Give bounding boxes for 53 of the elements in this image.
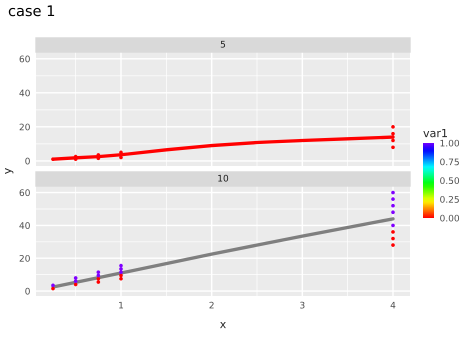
x-tick-label: 3 bbox=[300, 302, 304, 309]
color-bar-label: 0.75 bbox=[440, 158, 459, 166]
chart-title: case 1 bbox=[8, 5, 54, 16]
y-tick-label: 40 bbox=[19, 222, 30, 229]
point bbox=[391, 138, 395, 142]
point bbox=[119, 267, 123, 271]
point bbox=[96, 274, 100, 278]
point bbox=[96, 280, 100, 284]
point bbox=[391, 236, 395, 240]
y-tick-label: 20 bbox=[20, 254, 30, 262]
x-tick-label: 4 bbox=[390, 302, 396, 308]
point bbox=[391, 197, 395, 201]
y-tick-label: 0 bbox=[25, 288, 30, 295]
point bbox=[74, 279, 78, 284]
point bbox=[391, 210, 395, 214]
color-bar-label: 0.25 bbox=[440, 196, 459, 203]
point bbox=[96, 270, 100, 274]
point bbox=[119, 270, 123, 274]
point bbox=[74, 282, 78, 286]
y-tick-label: 20 bbox=[20, 124, 30, 130]
x-tick-label: 2 bbox=[209, 302, 214, 308]
point bbox=[51, 157, 55, 162]
point bbox=[96, 276, 100, 281]
point bbox=[119, 156, 123, 160]
point bbox=[119, 264, 123, 268]
y-axis-title: y bbox=[4, 168, 14, 174]
point bbox=[391, 145, 395, 150]
x-axis-title: x bbox=[220, 322, 226, 328]
point bbox=[119, 276, 123, 281]
chart-subtitle: 5 bbox=[220, 40, 226, 48]
point bbox=[51, 286, 55, 290]
point bbox=[119, 274, 123, 278]
y-tick-label: 0 bbox=[25, 158, 30, 164]
color-bar-label: 1.00 bbox=[440, 140, 460, 147]
chart-subtitle: 10 bbox=[218, 174, 228, 182]
line-series bbox=[51, 217, 395, 289]
point bbox=[74, 276, 78, 280]
point bbox=[51, 283, 55, 288]
point bbox=[391, 125, 395, 129]
x-tick-label: 1 bbox=[119, 302, 124, 308]
point bbox=[391, 132, 395, 136]
color-bar-title: var1 bbox=[423, 128, 447, 138]
point bbox=[391, 204, 395, 208]
y-tick-label: 60 bbox=[20, 56, 30, 62]
y-tick-label: 60 bbox=[20, 189, 30, 196]
line-series bbox=[51, 135, 395, 161]
color-bar-label: 0.50 bbox=[440, 177, 460, 184]
color-bar-label: 0.00 bbox=[440, 214, 460, 222]
point bbox=[391, 190, 395, 194]
point bbox=[391, 230, 395, 234]
y-tick-label: 40 bbox=[19, 90, 30, 96]
point bbox=[391, 224, 395, 228]
point bbox=[391, 243, 395, 247]
